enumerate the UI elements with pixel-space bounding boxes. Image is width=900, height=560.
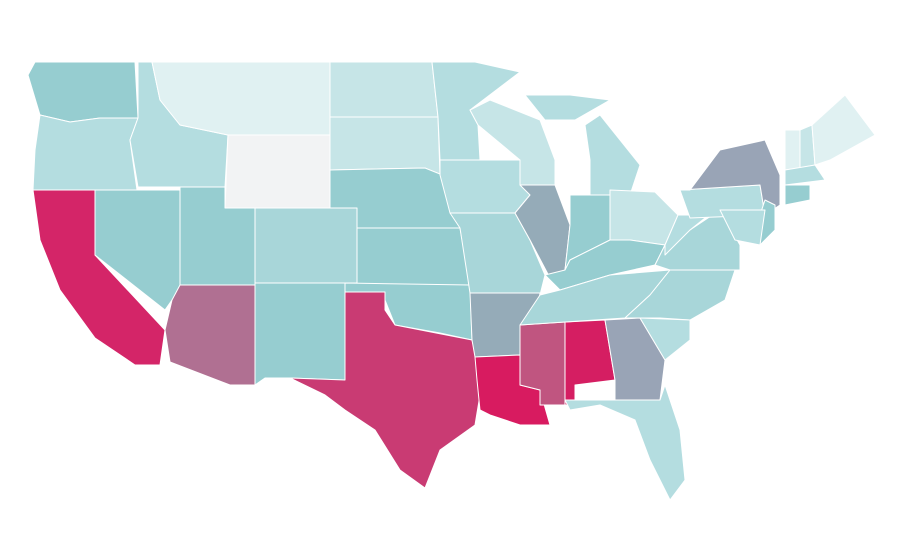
state-region: [679, 139, 781, 216]
state-region: [784, 129, 801, 171]
state-region: [27, 61, 139, 123]
state-region: [329, 61, 439, 118]
state-region: [254, 282, 346, 386]
state-region: [254, 207, 358, 284]
state-region: [719, 209, 766, 246]
state-region: [439, 159, 531, 214]
state-region: [624, 269, 736, 321]
state-region: [584, 114, 641, 196]
state-region: [524, 94, 611, 121]
state-region: [32, 114, 139, 191]
state-region: [811, 94, 876, 166]
state-region: [356, 227, 471, 286]
state-region: [164, 284, 256, 386]
state-region: [151, 61, 331, 136]
state-region: [639, 317, 691, 361]
state-region: [784, 164, 826, 186]
state-region: [609, 189, 679, 246]
state-region: [289, 291, 481, 489]
state-region: [784, 184, 811, 206]
state-region: [329, 116, 441, 176]
state-region: [224, 134, 331, 209]
state-region: [564, 384, 686, 501]
